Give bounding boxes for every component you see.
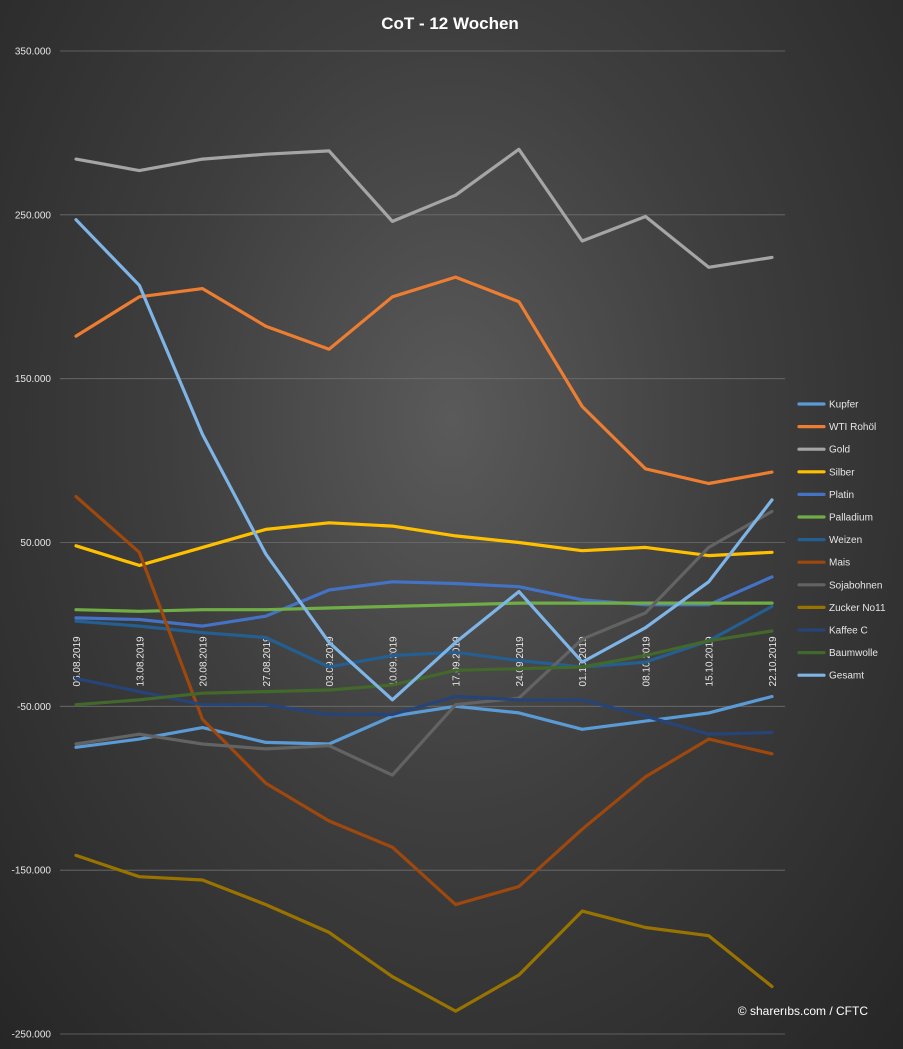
series-line-sojabohnen bbox=[74, 509, 774, 777]
legend-entry: Weizen bbox=[829, 535, 862, 546]
series-line-silber bbox=[74, 521, 774, 568]
y-tick-label: 250.000 bbox=[15, 210, 52, 221]
x-tick-label: 17.09.2019 bbox=[452, 636, 463, 686]
legend-entry: Palladium bbox=[829, 513, 873, 524]
series-line-mais bbox=[74, 495, 774, 907]
x-tick-label: 03.09.2019 bbox=[325, 636, 336, 686]
y-tick-label: 350.000 bbox=[15, 47, 52, 58]
series-line-weizen bbox=[74, 604, 774, 669]
x-tick-label: 22.10.2019 bbox=[768, 636, 779, 686]
series-lines bbox=[74, 147, 774, 1013]
legend-entry: Baumwolle bbox=[829, 648, 878, 659]
y-tick-label: 50.000 bbox=[20, 538, 51, 549]
x-tick-label: 20.08.2019 bbox=[199, 636, 210, 686]
legend-entry: Kaffee C bbox=[829, 626, 868, 637]
x-tick-label: 27.08.2019 bbox=[262, 636, 273, 686]
series-line-gesamt bbox=[74, 218, 774, 702]
legend: Kupfer WTI Rohöl Gold Silber Platin Palladium… bbox=[797, 400, 886, 682]
legend-entry: Gold bbox=[829, 445, 850, 456]
y-tick-label: -250.000 bbox=[12, 1030, 52, 1041]
chart-title: CoT - 12 Wochen bbox=[381, 14, 519, 33]
x-tick-label: 15.10.2019 bbox=[705, 636, 716, 686]
legend-entry: Sojabohnen bbox=[829, 580, 882, 591]
legend-entry: Silber bbox=[829, 467, 855, 478]
legend-entry: Zucker No11 bbox=[829, 603, 886, 614]
series-line-baumwolle bbox=[74, 629, 774, 707]
x-tick-label: 13.08.2019 bbox=[135, 636, 146, 686]
copyright-watermark: © sharerıbs.com / CFTC bbox=[738, 1004, 869, 1018]
legend-entry: Platin bbox=[829, 490, 854, 501]
legend-entry: Kupfer bbox=[829, 400, 859, 411]
y-tick-label: 150.000 bbox=[15, 374, 52, 385]
series-line-platin bbox=[74, 575, 774, 628]
y-tick-label: -150.000 bbox=[12, 866, 52, 877]
series-line-wti-roh-l bbox=[74, 275, 774, 486]
y-axis-ticks: 350.000 250.000 150.000 50.000 -50.000 -150.0… bbox=[12, 47, 52, 1041]
legend-entry: Mais bbox=[829, 558, 850, 569]
legend-entry: WTI Rohöl bbox=[829, 422, 876, 433]
series-line-zucker-no11 bbox=[74, 853, 774, 1013]
series-line-kaffee-c bbox=[74, 676, 774, 736]
legend-entry: Gesamt bbox=[829, 671, 864, 682]
x-tick-label: 10.09.2019 bbox=[388, 636, 399, 686]
grid-lines bbox=[60, 50, 785, 1035]
series-line-gold bbox=[74, 147, 774, 269]
y-tick-label: -50.000 bbox=[17, 702, 51, 713]
x-tick-label: 06.08.2019 bbox=[72, 636, 83, 686]
